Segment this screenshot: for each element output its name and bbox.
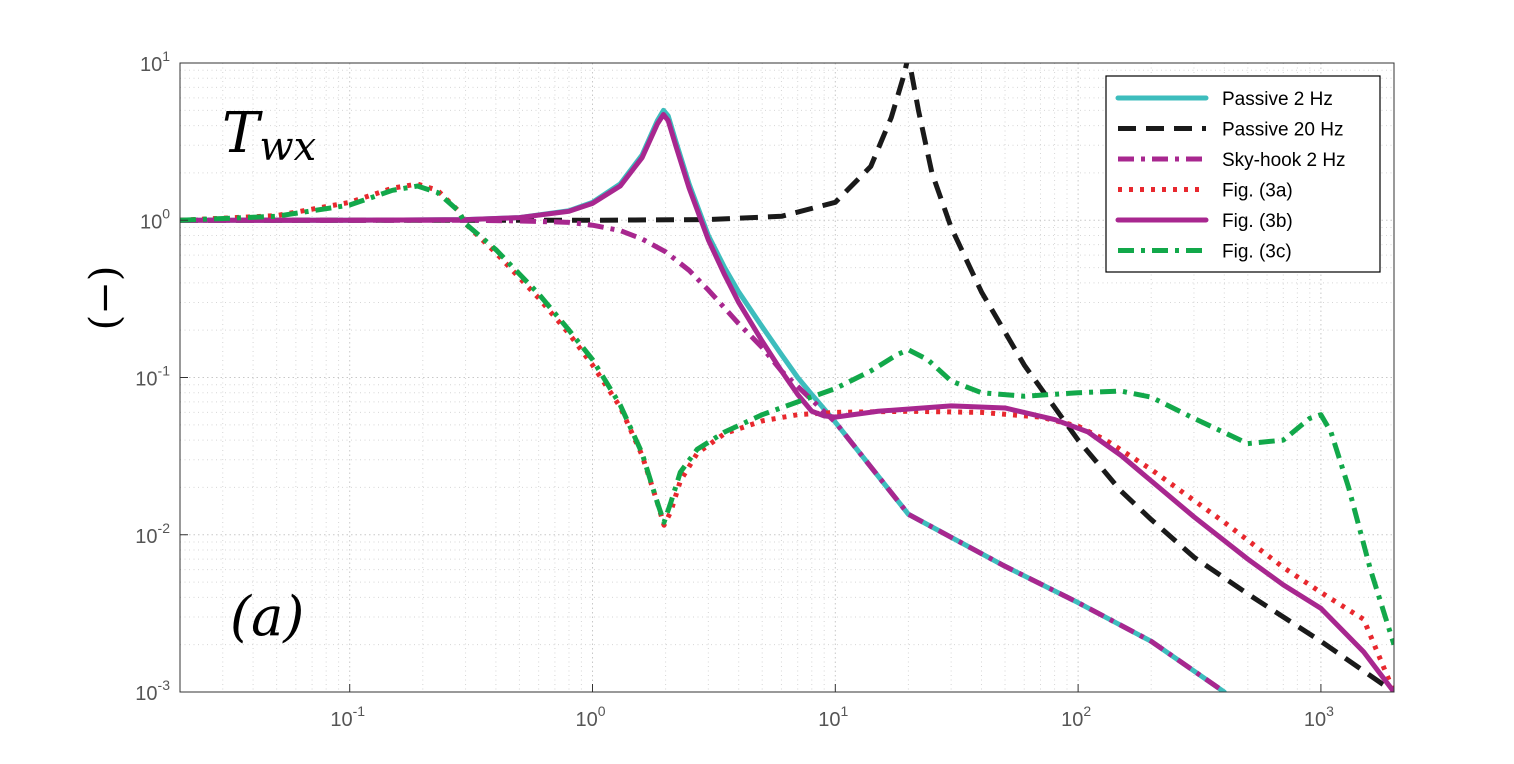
x-tick-label: 102 — [1061, 703, 1091, 731]
series-layer — [180, 63, 1394, 692]
series-line-3 — [180, 217, 1226, 692]
legend-box — [1105, 75, 1381, 273]
legend-label: Fig. (3b) — [1222, 211, 1293, 232]
y-axis-label: (−) — [82, 266, 128, 331]
legend-label: Sky-hook 2 Hz — [1222, 150, 1346, 171]
legend-label: Passive 2 Hz — [1222, 89, 1333, 110]
x-tick-label: 101 — [818, 703, 848, 731]
y-axis: 10-3 10-2 10-1 100 101 — [135, 48, 188, 705]
x-tick-label: 103 — [1304, 703, 1334, 731]
legend-label: Passive 20 Hz — [1222, 120, 1343, 141]
y-tick-label: 100 — [140, 205, 170, 233]
x-tick-label: 10-1 — [330, 703, 365, 731]
x-axis: 10-1 100 101 102 103 — [330, 684, 1334, 731]
y-tick-label: 10-3 — [135, 677, 170, 705]
y-tick-label: 10-2 — [135, 520, 170, 548]
x-tick-label: 100 — [575, 703, 605, 731]
legend-label: Fig. (3a) — [1222, 181, 1293, 202]
annotation-twx: Twx — [222, 101, 316, 170]
annotation-panel-label: (a) — [230, 585, 304, 648]
legend-label: Fig. (3c) — [1222, 242, 1292, 263]
series-line-5 — [180, 112, 1394, 692]
y-tick-label: 10-1 — [135, 363, 170, 391]
legend: Passive 2 Hz Passive 20 Hz Sky-hook 2 Hz Fi… — [1105, 75, 1381, 273]
series-line-2 — [180, 63, 1394, 692]
y-tick-label: 101 — [140, 48, 170, 76]
